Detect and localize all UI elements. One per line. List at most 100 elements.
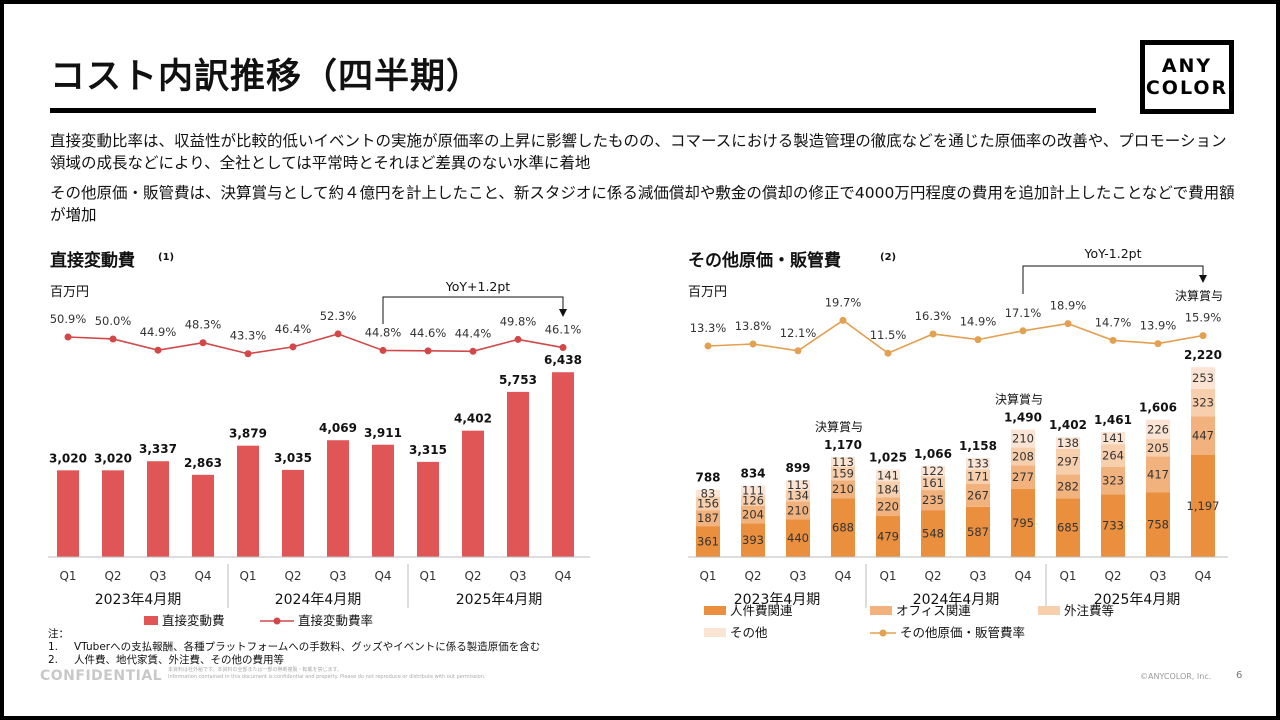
chart1-x-tick: Q3: [149, 569, 166, 583]
chart1-title: 直接変動費: [50, 250, 135, 271]
chart1-bar-label: 3,879: [229, 427, 267, 441]
chart2-segment-outsourcing: [1101, 444, 1125, 467]
footnote-2-num: 2.: [48, 654, 59, 666]
footnotes: 注： 1. VTuberへの支払報酬、各種プラットフォームへの手数料、グッズやイベ…: [48, 628, 540, 667]
chart2-segment-label: 548: [922, 527, 944, 541]
chart2-segment-other: [876, 469, 900, 482]
chart1-bar-label: 3,315: [409, 443, 447, 457]
chart1-bar-label: 3,020: [49, 451, 87, 465]
chart2-rate-label: 13.8%: [735, 319, 772, 333]
chart2-segment-label: 184: [877, 482, 899, 496]
chart2-segment-outsourcing: [1011, 447, 1035, 466]
chart2-segment-label: 733: [1102, 519, 1124, 533]
chart2-x-tick: Q4: [1014, 569, 1031, 583]
chart1-x-tick: Q3: [329, 569, 346, 583]
chart2-segment-other: [1191, 367, 1215, 389]
chart1-bar: [102, 470, 124, 557]
chart2-rate-point: [749, 340, 757, 348]
chart1-bar: [507, 391, 529, 557]
footnote-1: 1. VTuberへの支払報酬、各種プラットフォームへの手数料、グッズやイベントに…: [48, 641, 540, 654]
fine-print-en: Information contained in this document i…: [168, 674, 486, 680]
chart2-total-label: 1,606: [1139, 401, 1177, 415]
chart2-segment-outsourcing: [786, 489, 810, 502]
chart2-segment-other: [696, 489, 720, 497]
chart2-x-tick: Q1: [699, 569, 716, 583]
chart2-segment-personnel: [696, 526, 720, 557]
chart2-segment-label: 115: [787, 478, 809, 492]
chart2-segment-label: 133: [967, 457, 989, 471]
chart1-rate-label: 46.4%: [275, 322, 312, 336]
chart1-rate-label: 50.9%: [50, 312, 87, 326]
chart2-fiscal-year: 2023年4月期: [734, 592, 821, 608]
chart1-bar: [147, 461, 169, 557]
chart2-segment-label: 440: [787, 531, 809, 545]
chart2-x-tick: Q4: [834, 569, 851, 583]
chart2-segment-office: [1056, 474, 1080, 499]
chart1-bar: [327, 440, 349, 557]
chart2-x-tick: Q1: [879, 569, 896, 583]
chart2-segment-personnel: [876, 516, 900, 557]
charts-canvas: 直接変動費 (1) 百万円 3,020 Q1 3,020 Q2 3,337 Q3 2,863 Q4 3…: [48, 246, 1228, 640]
chart2-segment-label: 113: [832, 455, 854, 469]
chart2-segment-label: 361: [697, 535, 719, 549]
chart1-bar: [552, 372, 574, 557]
chart2-segment-other: [921, 465, 945, 477]
chart1-bar-label: 2,863: [184, 456, 222, 470]
logo-line-2: COLOR: [1145, 77, 1229, 99]
slide: コスト内訳推移（四半期） ANY COLOR 直接変動比率は、収益性が比較的低い…: [4, 4, 1276, 716]
chart2-segment-outsourcing: [876, 481, 900, 498]
chart2-segment-personnel: [1011, 489, 1035, 557]
chart2-x-tick: Q2: [744, 569, 761, 583]
chart2-segment-label: 447: [1192, 429, 1214, 443]
chart1-rate-label: 44.4%: [455, 326, 492, 340]
chart2-segment-label: 159: [832, 466, 854, 480]
copyright: ©ANYCOLOR, Inc.: [1140, 672, 1212, 681]
chart2-segment-label: 134: [787, 489, 809, 503]
chart2-segment-office: [1191, 416, 1215, 455]
chart1-rate-label: 44.8%: [365, 325, 402, 339]
chart2-segment-label: 204: [742, 508, 764, 522]
chart1-rate-label: 43.3%: [230, 329, 267, 343]
chart2-segment-label: 795: [1012, 516, 1034, 530]
chart1-rate-label: 46.1%: [545, 323, 582, 337]
chart2-segment-personnel: [1101, 494, 1125, 557]
chart2-segment-other: [1056, 437, 1080, 449]
chart2-segment-label: 688: [832, 521, 854, 535]
chart2-segment-label: 1,197: [1187, 499, 1220, 513]
chart2-rate-label: 13.9%: [1140, 319, 1177, 333]
chart2-segment-label: 587: [967, 525, 989, 539]
chart1-bar: [462, 430, 484, 557]
footnote-2: 2. 人件費、地代家賃、外注費、その他の費用等: [48, 654, 540, 667]
chart1-rate-line: [67, 333, 564, 355]
chart1-bar: [282, 469, 304, 557]
chart2-segment-outsourcing: [831, 466, 855, 481]
chart2-legend-swatch-personnel: [704, 606, 726, 615]
chart2-total-label: 788: [695, 471, 720, 485]
chart1-yoy-arrowhead: [559, 309, 567, 317]
chart2-legend-swatch-other: [704, 628, 726, 637]
chart2-segment-office: [1011, 465, 1035, 490]
anycolor-logo: ANY COLOR: [1140, 40, 1234, 114]
chart1-rate-label: 52.3%: [320, 309, 357, 323]
chart2-bonus-label: 決算賞与: [995, 392, 1043, 407]
chart2-rate-point: [884, 349, 892, 357]
footnote-1-num: 1.: [48, 641, 59, 653]
chart2-segment-label: 220: [877, 500, 899, 514]
chart2-rate-label: 14.7%: [1095, 315, 1132, 329]
chart2-x-tick: Q1: [1059, 569, 1076, 583]
chart2-x-tick: Q4: [1194, 569, 1211, 583]
chart2-segment-label: 323: [1102, 474, 1124, 488]
chart2-segment-outsourcing: [1191, 388, 1215, 417]
chart2-rate-point: [1064, 320, 1072, 328]
chart2-segment-label: 156: [697, 496, 719, 510]
chart2-segment-label: 138: [1057, 436, 1079, 450]
chart2-x-tick: Q2: [924, 569, 941, 583]
chart2-rate-point: [704, 342, 712, 350]
chart2-x-tick: Q2: [1104, 569, 1121, 583]
chart2-segment-personnel: [966, 506, 990, 557]
chart2-segment-other: [1011, 429, 1035, 448]
chart2-rate-point: [929, 330, 937, 338]
chart2-segment-label: 267: [967, 488, 989, 502]
chart1-legend-bar: 直接変動費: [162, 613, 225, 628]
chart2-rate-point: [1109, 336, 1117, 344]
